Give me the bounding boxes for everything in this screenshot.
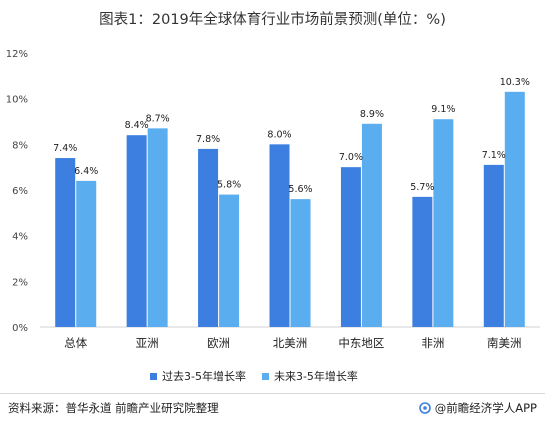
data-label: 9.1% <box>431 104 455 115</box>
data-label: 7.4% <box>53 143 77 154</box>
category-label: 总体 <box>64 336 87 350</box>
bar-past <box>412 196 433 327</box>
bar-future <box>147 128 168 327</box>
brand: @前瞻经济学人APP <box>418 400 537 416</box>
chart-title: 图表1：2019年全球体育行业市场前景预测(单位：%) <box>99 12 446 28</box>
legend-label-past: 过去3-5年增长率 <box>162 370 246 383</box>
legend-item-future: 未来3-5年增长率 <box>261 368 358 384</box>
y-tick-label: 8% <box>12 140 28 151</box>
footer-divider <box>0 393 545 394</box>
category-label: 欧洲 <box>207 336 230 350</box>
brand-text: @前瞻经济学人APP <box>434 401 537 415</box>
data-label: 7.1% <box>482 150 506 161</box>
bar-past <box>126 135 147 327</box>
data-label: 7.0% <box>339 152 363 163</box>
legend-swatch-future <box>261 372 269 380</box>
bar-past <box>340 167 361 327</box>
data-label: 5.8% <box>217 180 241 191</box>
category-label: 中东地区 <box>338 336 384 350</box>
bar-future <box>433 119 454 327</box>
bar-past <box>55 158 76 327</box>
category-label: 南美洲 <box>487 336 522 350</box>
category-label: 北美洲 <box>273 336 308 350</box>
legend-label-future: 未来3-5年增长率 <box>273 370 358 383</box>
data-label: 8.7% <box>146 113 170 124</box>
bar-future <box>76 180 97 327</box>
category-label: 亚洲 <box>136 336 159 350</box>
y-tick-label: 12% <box>6 49 28 60</box>
data-label: 8.4% <box>125 120 149 131</box>
bar-future <box>290 199 311 327</box>
category-label: 非洲 <box>421 336 444 350</box>
data-label: 10.3% <box>500 77 530 88</box>
bar-future <box>504 91 525 327</box>
y-tick-label: 0% <box>12 323 28 334</box>
bar-future <box>361 123 382 328</box>
bar-past <box>483 164 504 327</box>
bar-chart: 0% 2% 4% 6% 8% 10% 12% 总体 7.4% 6.4% 亚洲 8.4%8.7% 欧洲 7… <box>6 49 540 350</box>
bar-future <box>219 194 240 327</box>
bar-past <box>198 148 219 327</box>
data-label: 5.7% <box>410 182 434 193</box>
chart-legend: 过去3-5年增长率 未来3-5年增长率 <box>150 368 358 384</box>
data-label: 8.9% <box>360 109 384 120</box>
data-label: 5.6% <box>288 184 312 195</box>
footer: 资料来源：普华永道 前瞻产业研究院整理 @前瞻经济学人APP <box>8 400 537 416</box>
data-label: 7.8% <box>196 134 220 145</box>
data-label: 8.0% <box>267 129 291 140</box>
data-label: 6.4% <box>74 166 98 177</box>
y-tick-label: 4% <box>12 232 28 243</box>
legend-swatch-past <box>150 372 157 380</box>
source-text: 资料来源：普华永道 前瞻产业研究院整理 <box>8 401 219 415</box>
brand-logo-icon <box>418 402 431 414</box>
bar-past <box>269 144 290 327</box>
y-tick-label: 10% <box>6 95 28 106</box>
legend-item-past: 过去3-5年增长率 <box>150 368 246 384</box>
y-tick-label: 6% <box>12 186 28 197</box>
y-tick-label: 2% <box>12 277 28 288</box>
